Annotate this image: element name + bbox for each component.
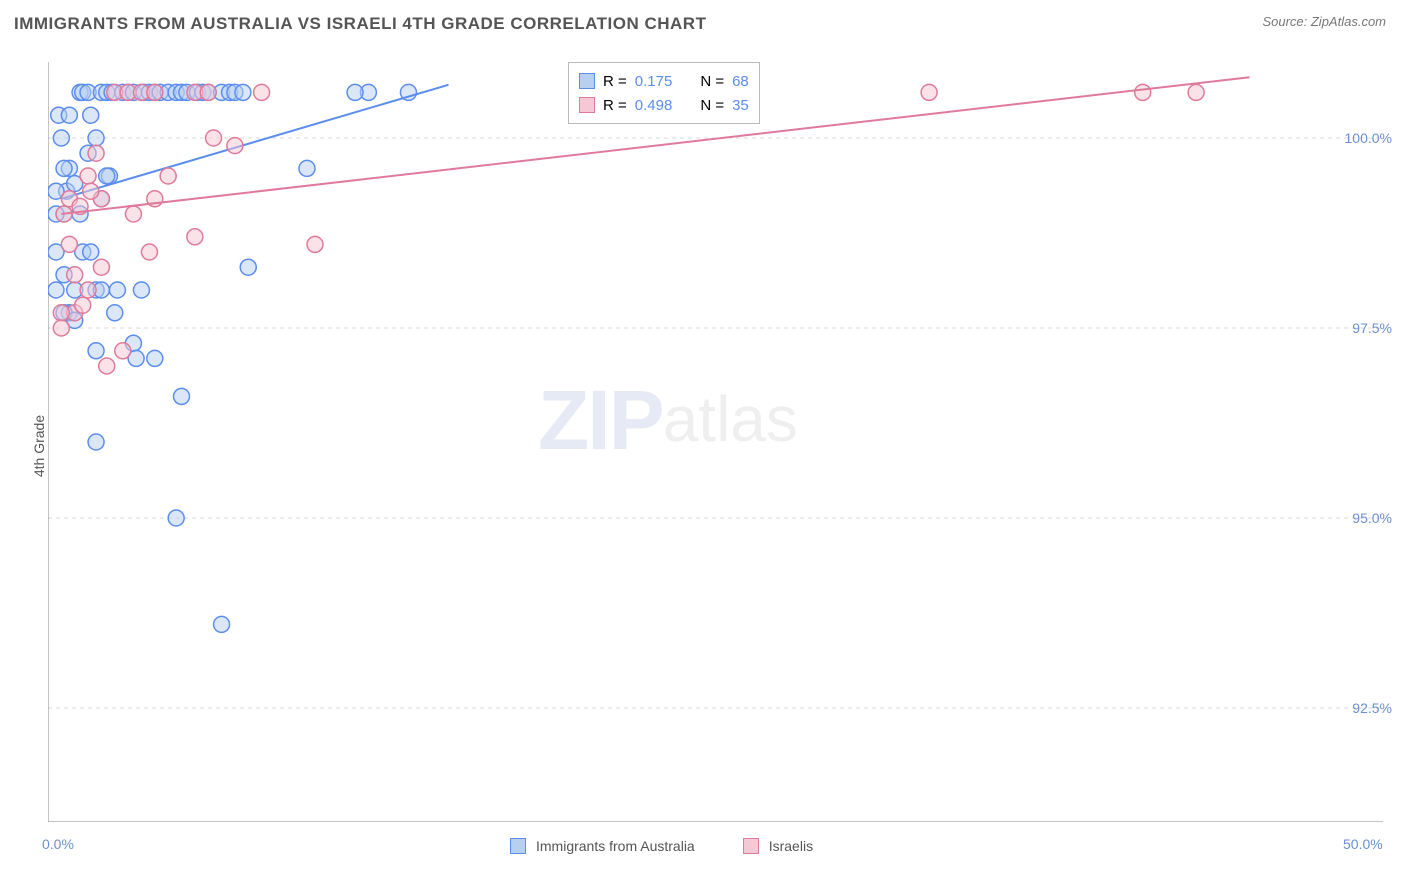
swatch-aus <box>579 73 595 89</box>
swatch-aus-bottom <box>510 838 526 854</box>
y-tick-label: 100.0% <box>1345 130 1392 146</box>
y-axis-label: 4th Grade <box>31 415 47 477</box>
swatch-isr-bottom <box>743 838 759 854</box>
n-value-aus: 68 <box>732 73 749 90</box>
x-tick-label: 50.0% <box>1343 836 1383 852</box>
legend-label-aus: Immigrants from Australia <box>536 838 695 854</box>
y-tick-label: 97.5% <box>1352 320 1392 336</box>
y-tick-label: 92.5% <box>1352 700 1392 716</box>
plot-svg <box>48 62 1383 822</box>
n-prefix: N = <box>700 97 724 114</box>
r-value-aus: 0.175 <box>635 73 673 90</box>
r-value-isr: 0.498 <box>635 97 673 114</box>
chart-title: IMMIGRANTS FROM AUSTRALIA VS ISRAELI 4TH… <box>14 14 706 34</box>
n-value-isr: 35 <box>732 97 749 114</box>
y-tick-label: 95.0% <box>1352 510 1392 526</box>
chart-container: IMMIGRANTS FROM AUSTRALIA VS ISRAELI 4TH… <box>0 0 1406 892</box>
swatch-isr <box>579 97 595 113</box>
bottom-legend: Immigrants from Australia Israelis <box>510 838 813 854</box>
source-attribution: Source: ZipAtlas.com <box>1262 14 1386 29</box>
legend-label-isr: Israelis <box>769 838 813 854</box>
plot-area: ZIPatlas R = 0.175 N = 68 R = 0.498 N = … <box>48 62 1383 822</box>
r-prefix: R = <box>603 97 627 114</box>
x-tick-label: 0.0% <box>42 836 74 852</box>
stats-legend: R = 0.175 N = 68 R = 0.498 N = 35 <box>568 62 760 124</box>
stats-row-isr: R = 0.498 N = 35 <box>579 93 749 117</box>
stats-row-aus: R = 0.175 N = 68 <box>579 69 749 93</box>
r-prefix: R = <box>603 73 627 90</box>
n-prefix: N = <box>700 73 724 90</box>
